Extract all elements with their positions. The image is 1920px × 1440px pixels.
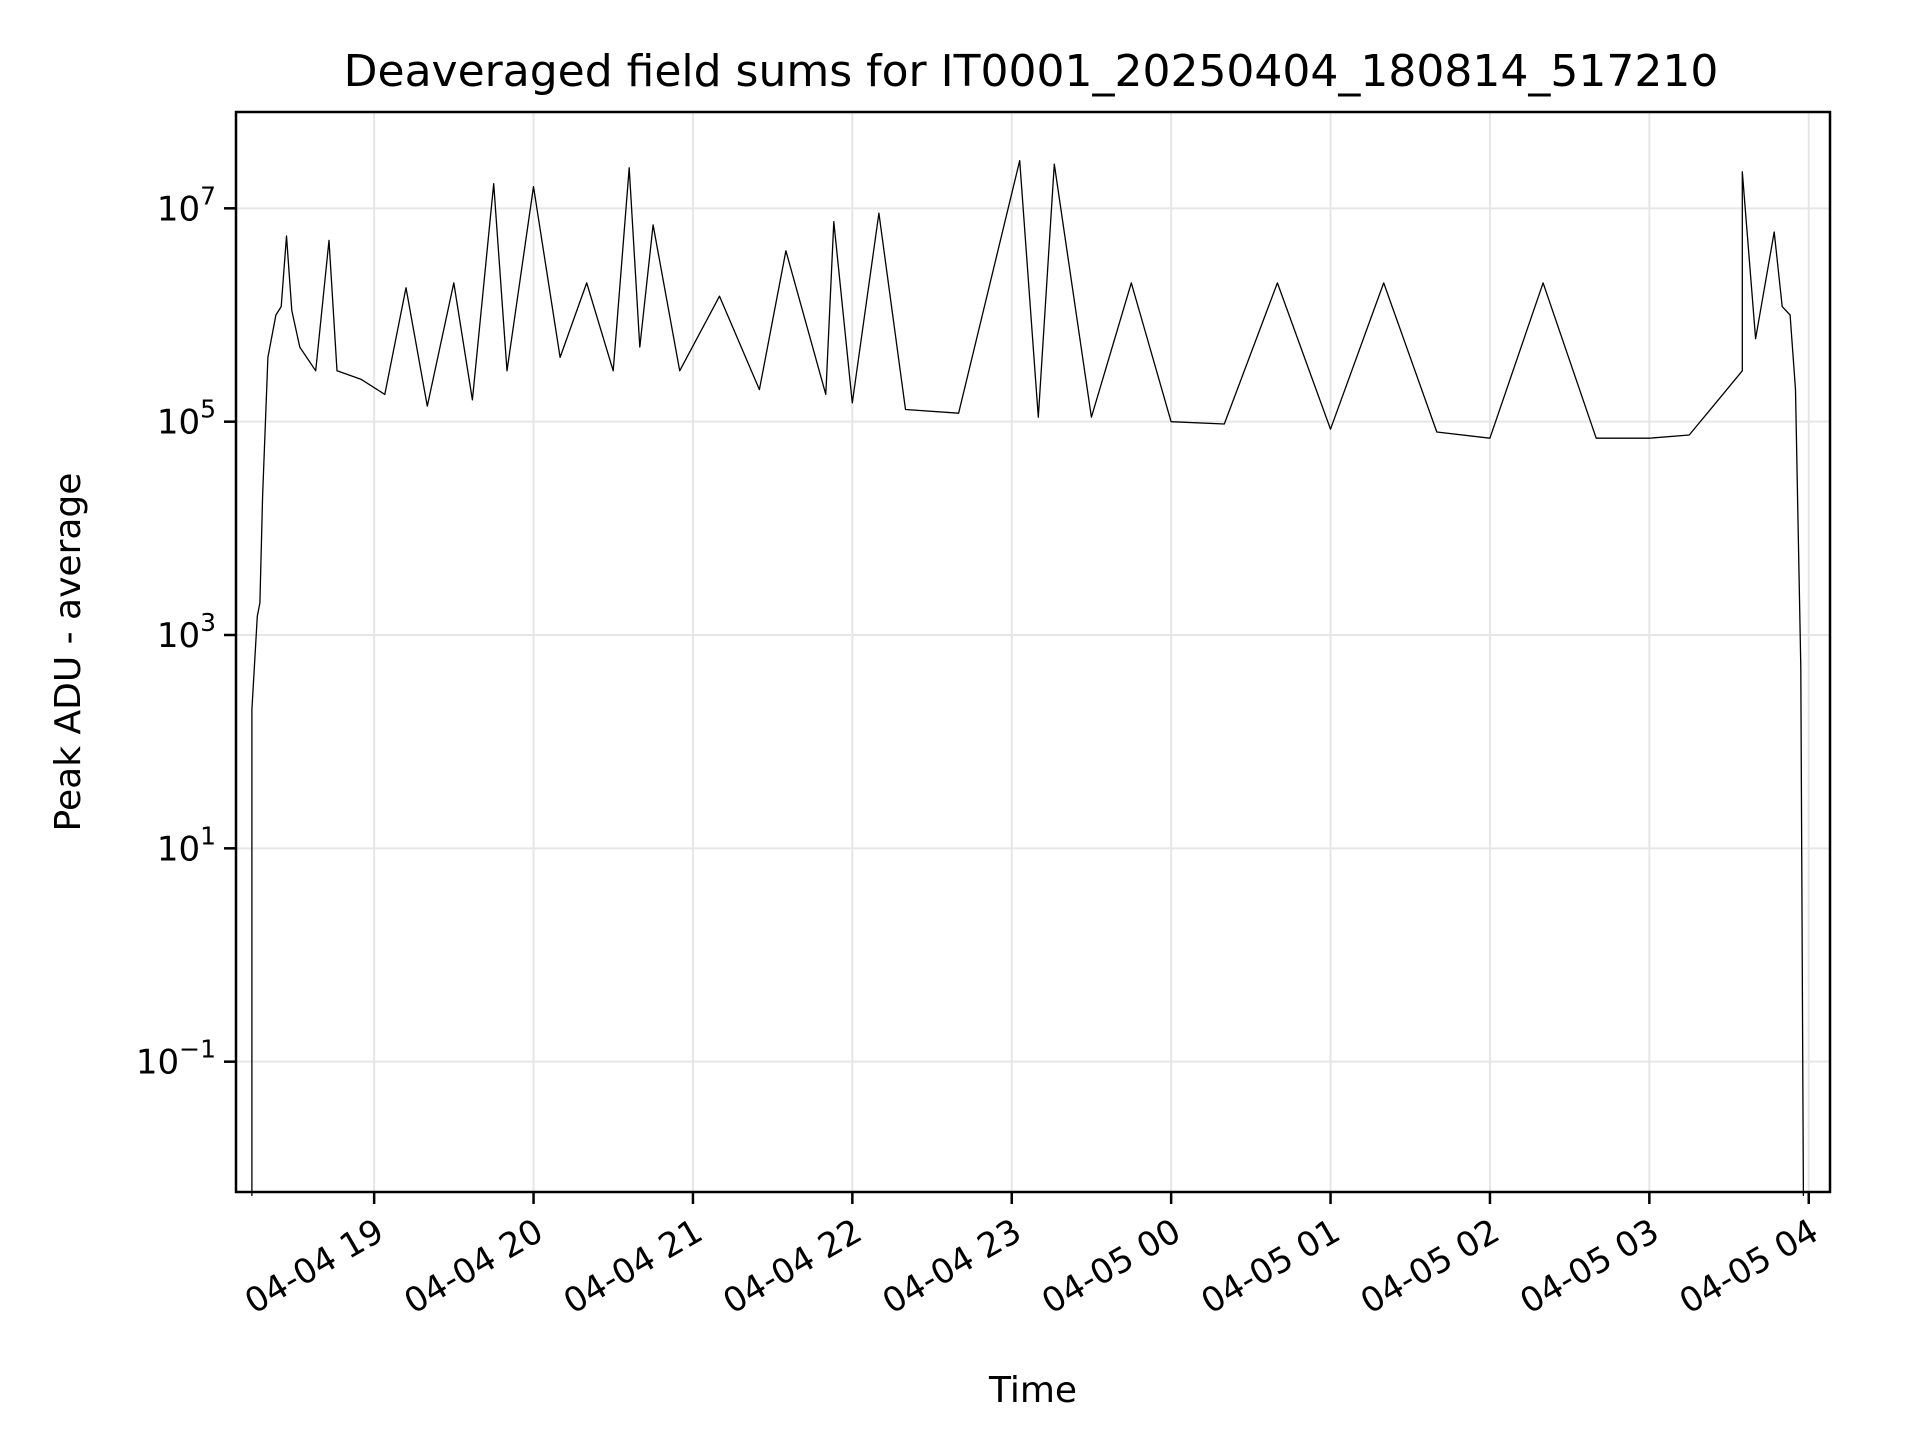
y-tick-base: 10 xyxy=(157,403,200,443)
y-tick-label: 103 xyxy=(157,608,216,656)
x-gridlines xyxy=(373,112,1810,1192)
y-tick-exponent: 3 xyxy=(200,608,216,637)
plot-area xyxy=(236,112,1830,1192)
y-tick-exponent: 5 xyxy=(200,395,216,424)
y-tick-label: 107 xyxy=(157,181,216,229)
y-tick-base: 10 xyxy=(157,616,200,656)
series-layer xyxy=(251,159,1805,1197)
y-gridlines xyxy=(236,207,1830,1063)
y-tick-base: 10 xyxy=(136,1043,179,1083)
y-tick-exponent: −1 xyxy=(179,1035,216,1064)
y-tick-base: 10 xyxy=(157,189,200,229)
y-tick-label: 10−1 xyxy=(136,1035,216,1083)
y-tick-exponent: 7 xyxy=(200,181,216,210)
y-tick-label: 105 xyxy=(157,395,216,443)
y-tick-label: 101 xyxy=(157,821,216,869)
series-line xyxy=(251,159,1805,1197)
y-tick-exponent: 1 xyxy=(200,821,216,850)
y-tick-base: 10 xyxy=(157,829,200,869)
y-axis-label: Peak ADU - average xyxy=(48,473,89,832)
chart-title: Deaveraged field sums for IT0001_2025040… xyxy=(344,46,1719,97)
x-axis-label: Time xyxy=(988,1370,1077,1411)
plot-frame xyxy=(234,110,1832,1194)
